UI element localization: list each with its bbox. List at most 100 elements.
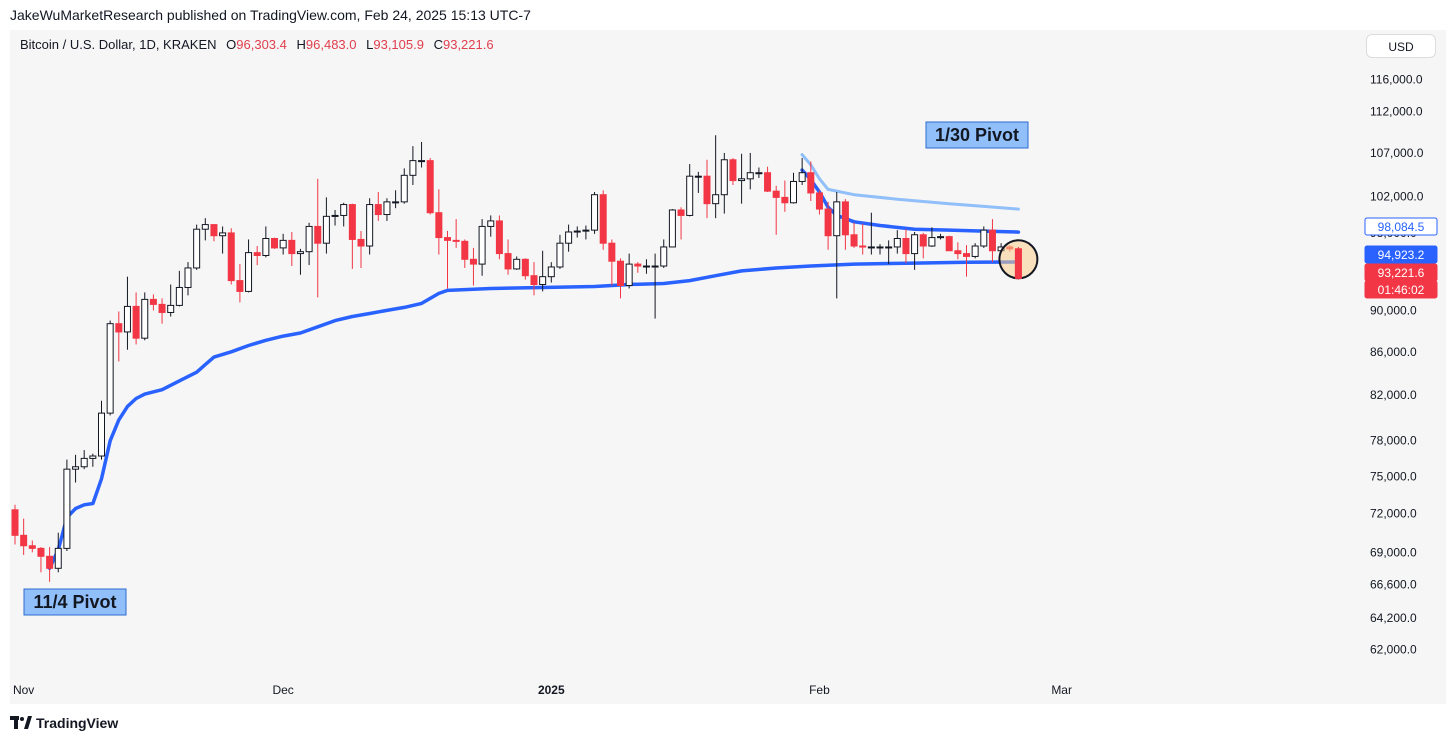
candle-body[interactable] — [988, 229, 996, 252]
candle-body[interactable] — [383, 201, 391, 216]
candle-body[interactable] — [539, 276, 547, 286]
candle-body[interactable] — [703, 175, 711, 205]
candle-body[interactable] — [608, 242, 616, 262]
candle-body[interactable] — [824, 208, 832, 237]
candle-body[interactable] — [781, 196, 789, 204]
currency-button[interactable]: USD — [1366, 34, 1436, 58]
candle-body[interactable] — [236, 280, 244, 292]
candle-body[interactable] — [859, 245, 867, 248]
candle-body[interactable] — [738, 178, 746, 182]
candle-body[interactable] — [167, 304, 175, 313]
candle-body[interactable] — [911, 234, 919, 255]
candle-body[interactable] — [660, 246, 668, 267]
candle-body[interactable] — [513, 258, 521, 270]
candle-body[interactable] — [565, 231, 573, 244]
candle-body[interactable] — [720, 159, 728, 196]
candle-body[interactable] — [556, 242, 564, 268]
candle-body[interactable] — [478, 225, 486, 265]
candle-body[interactable] — [772, 190, 780, 198]
candle-body[interactable] — [11, 509, 19, 536]
candle-body[interactable] — [919, 234, 927, 247]
candle-body[interactable] — [677, 209, 685, 216]
candle-body[interactable] — [210, 224, 218, 237]
candle-body[interactable] — [487, 220, 495, 227]
candle-body[interactable] — [132, 305, 140, 339]
candle-body[interactable] — [591, 194, 599, 231]
candle-body[interactable] — [357, 238, 365, 247]
candle-body[interactable] — [288, 239, 296, 255]
candle-body[interactable] — [279, 239, 287, 249]
candle-body[interactable] — [201, 224, 209, 230]
pivot-annotation-box[interactable] — [23, 588, 127, 616]
candle-body[interactable] — [366, 204, 374, 247]
candle-body[interactable] — [227, 232, 235, 282]
candle-body[interactable] — [314, 225, 322, 244]
candle-body[interactable] — [296, 251, 304, 255]
candle-body[interactable] — [815, 192, 823, 210]
candle-body[interactable] — [469, 258, 477, 265]
candle-body[interactable] — [80, 457, 88, 468]
candle-body[interactable] — [807, 172, 815, 194]
candle-body[interactable] — [530, 275, 538, 286]
candle-body[interactable] — [149, 298, 157, 305]
candle-body[interactable] — [495, 220, 503, 255]
candle-body[interactable] — [798, 172, 806, 182]
candle-body[interactable] — [46, 555, 54, 569]
candle-body[interactable] — [599, 194, 607, 244]
candle-body[interactable] — [764, 172, 772, 192]
candle-body[interactable] — [28, 545, 36, 549]
candle-body[interactable] — [461, 240, 469, 260]
candle-body[interactable] — [971, 245, 979, 257]
candle-body[interactable] — [219, 232, 227, 237]
candle-body[interactable] — [418, 160, 426, 163]
candle-body[interactable] — [625, 263, 633, 286]
candle-body[interactable] — [89, 455, 97, 459]
candle-body[interactable] — [634, 263, 642, 267]
candle-body[interactable] — [893, 238, 901, 248]
candle-body[interactable] — [123, 305, 131, 333]
candle-body[interactable] — [1014, 248, 1022, 279]
candle-body[interactable] — [72, 466, 80, 470]
candle-body[interactable] — [54, 547, 62, 569]
candle-body[interactable] — [547, 266, 555, 278]
candle-body[interactable] — [504, 253, 512, 270]
candle-body[interactable] — [184, 267, 192, 288]
candle-body[interactable] — [452, 239, 460, 242]
candle-body[interactable] — [400, 174, 408, 203]
candle-body[interactable] — [193, 228, 201, 269]
candle-body[interactable] — [262, 238, 270, 256]
candle-body[interactable] — [885, 246, 893, 249]
candle-body[interactable] — [642, 265, 650, 268]
candle-body[interactable] — [63, 468, 71, 549]
candle-body[interactable] — [850, 234, 858, 247]
candle-body[interactable] — [106, 323, 114, 414]
candle-body[interactable] — [98, 412, 105, 457]
candle-body[interactable] — [694, 175, 702, 178]
candle-body[interactable] — [158, 303, 166, 313]
candle-body[interactable] — [651, 265, 659, 268]
candle-body[interactable] — [980, 229, 988, 247]
candle-body[interactable] — [902, 238, 910, 255]
candle-body[interactable] — [755, 172, 763, 175]
candle-body[interactable] — [435, 212, 443, 239]
candle-body[interactable] — [521, 258, 529, 277]
candle-body[interactable] — [668, 209, 676, 248]
candle-body[interactable] — [271, 238, 278, 249]
candle-body[interactable] — [175, 286, 183, 306]
candle-body[interactable] — [426, 160, 434, 214]
candle-body[interactable] — [841, 201, 849, 236]
candle-body[interactable] — [617, 260, 624, 286]
candle-body[interactable] — [245, 252, 253, 292]
candle-body[interactable] — [867, 246, 875, 249]
candle-body[interactable] — [746, 172, 754, 180]
candle-body[interactable] — [945, 236, 953, 252]
candle-body[interactable] — [392, 201, 400, 204]
candle-body[interactable] — [20, 534, 28, 547]
candle-body[interactable] — [141, 298, 149, 339]
candle-body[interactable] — [253, 252, 261, 256]
candle-body[interactable] — [331, 214, 339, 217]
pivot-annotation-box[interactable] — [925, 121, 1029, 149]
candle-body[interactable] — [348, 204, 356, 240]
candle-body[interactable] — [686, 175, 694, 216]
candle-body[interactable] — [928, 237, 936, 247]
